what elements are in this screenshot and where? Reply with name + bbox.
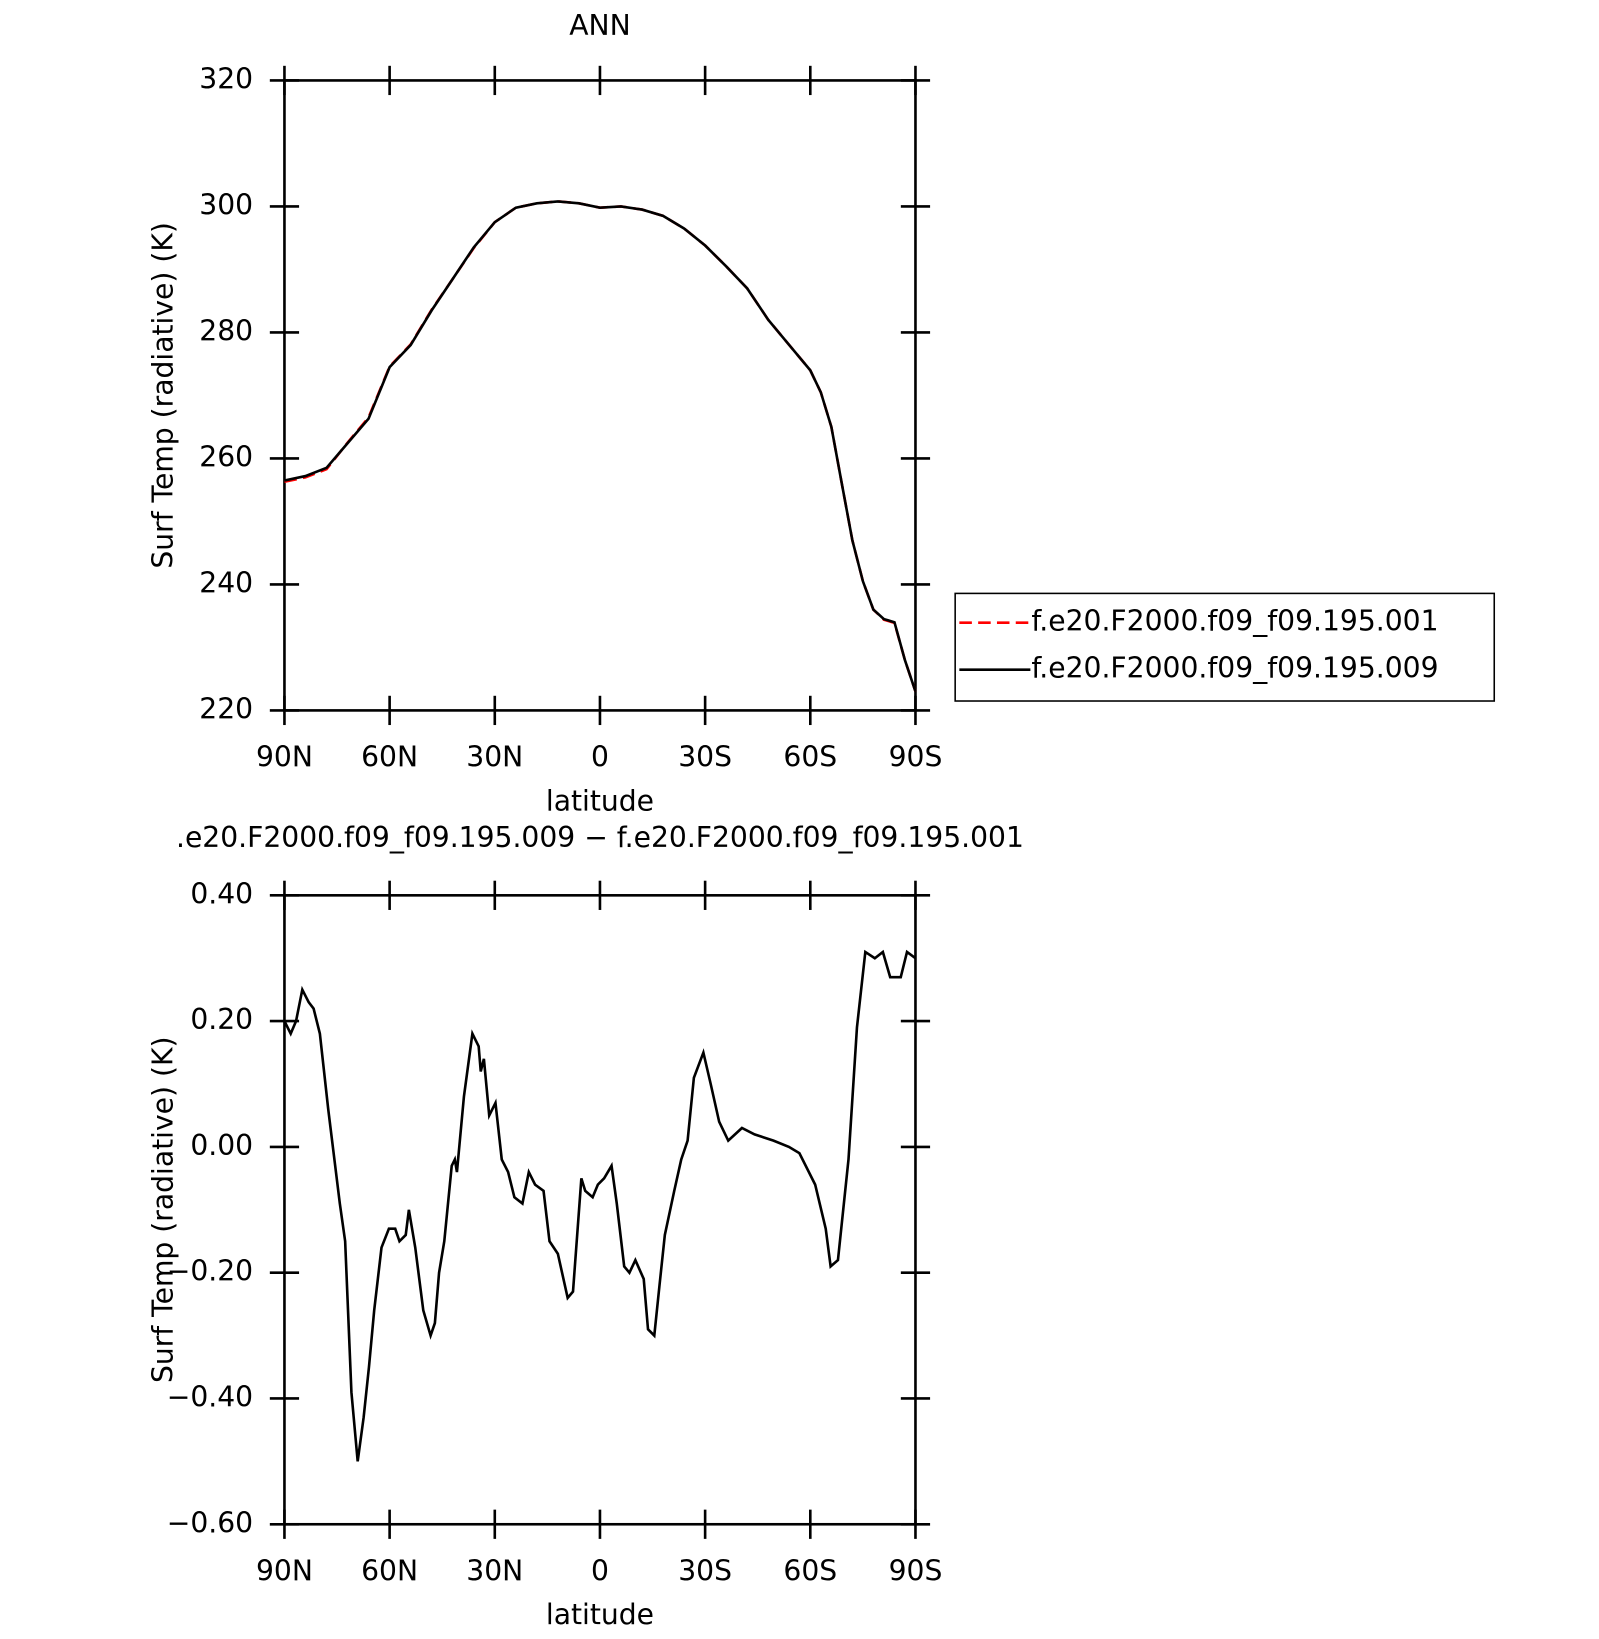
y-tick-label: 0.40 bbox=[190, 877, 253, 910]
x-tick-label: 60N bbox=[361, 740, 418, 773]
x-tick-label: 0 bbox=[591, 740, 609, 773]
x-tick-label: 90S bbox=[889, 740, 943, 773]
data-line bbox=[284, 200, 917, 692]
y-tick-label: 220 bbox=[199, 692, 253, 725]
y-tick-label: 0.00 bbox=[190, 1129, 253, 1162]
x-tick-label: 0 bbox=[591, 1554, 609, 1587]
data-line bbox=[283, 949, 917, 1462]
y-tick-label: 320 bbox=[199, 62, 253, 95]
x-tick-label: 30N bbox=[466, 1554, 523, 1587]
x-tick-label: 90N bbox=[256, 1554, 313, 1587]
x-tick-label: 30S bbox=[678, 1554, 732, 1587]
y-tick-label: 260 bbox=[199, 440, 253, 473]
x-tick-label: 90N bbox=[256, 740, 313, 773]
y-tick-label: 0.20 bbox=[190, 1003, 253, 1036]
y-tick-label: 300 bbox=[199, 188, 253, 221]
x-tick-label: 90S bbox=[889, 1554, 943, 1587]
y-tick-label: −0.40 bbox=[167, 1380, 253, 1413]
legend-label: f.e20.F2000.f09_f09.195.001 bbox=[1031, 605, 1438, 638]
x-tick-label: 30N bbox=[466, 740, 523, 773]
y-tick-label: −0.20 bbox=[167, 1255, 253, 1288]
x-tick-label: 60N bbox=[361, 1554, 418, 1587]
legend-box bbox=[954, 592, 1496, 702]
y-tick-label: −0.60 bbox=[167, 1506, 253, 1539]
x-tick-label: 60S bbox=[783, 740, 837, 773]
x-tick-label: 30S bbox=[678, 740, 732, 773]
x-tick-label: 60S bbox=[783, 1554, 837, 1587]
y-tick-label: 240 bbox=[199, 566, 253, 599]
legend-label: f.e20.F2000.f09_f09.195.009 bbox=[1031, 652, 1438, 685]
y-axis-label: Surf Temp (radiative) (K) bbox=[146, 1037, 179, 1384]
x-axis-label: latitude bbox=[546, 1598, 654, 1631]
y-axis-label: Surf Temp (radiative) (K) bbox=[146, 222, 179, 569]
x-axis-label: latitude bbox=[546, 784, 654, 817]
chart-title: ANN bbox=[569, 9, 630, 42]
chart-title: .e20.F2000.f09_f09.195.009 − f.e20.F2000… bbox=[176, 821, 1024, 854]
data-line bbox=[284, 200, 917, 692]
y-tick-label: 280 bbox=[199, 314, 253, 347]
